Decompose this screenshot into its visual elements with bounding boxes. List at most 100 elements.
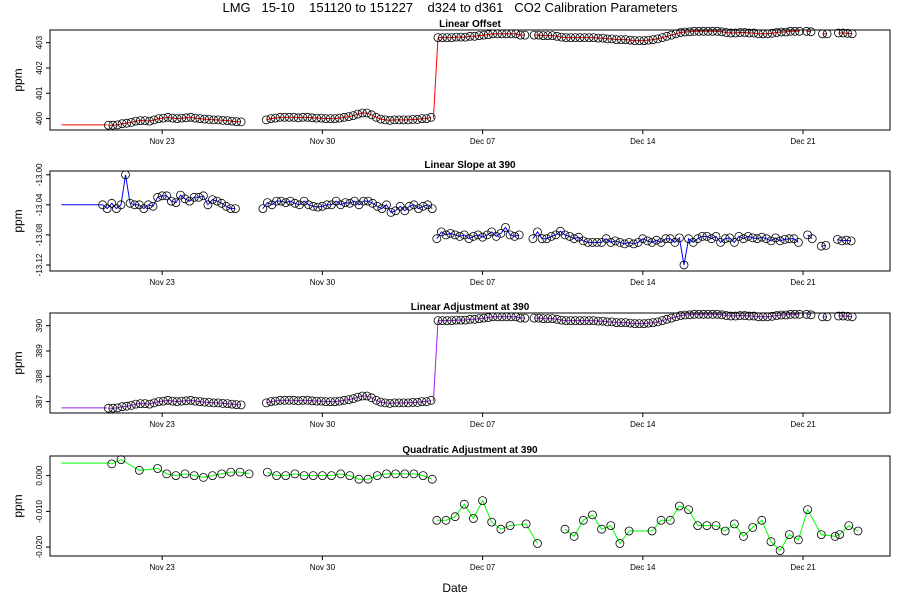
data-point [511,29,521,39]
x-tick-label: Nov 23 [149,137,175,146]
plot-frame [49,29,891,131]
data-point [162,469,172,479]
data-point [802,26,811,36]
data-point [621,35,630,44]
data-point [575,33,585,42]
y-tick-label: 0.000 [35,465,44,486]
data-point [748,233,758,243]
data-point [816,241,826,251]
data-point [400,469,410,479]
x-tick-label: Nov 30 [310,137,336,146]
data-point [367,393,377,403]
data-point [230,204,240,214]
y-tick-label: 389 [35,344,44,358]
data-point [502,29,512,39]
data-point [455,231,465,241]
data-point [758,312,768,322]
data-point [162,191,172,201]
data-point [382,469,391,479]
data-point [298,112,308,122]
data-point [685,27,695,37]
data-point [422,397,431,407]
data-point [168,396,177,406]
data-point [468,514,478,523]
data-point [740,311,750,320]
x-tick-label: Nov 23 [149,563,175,572]
data-point [460,32,470,42]
data-point [235,467,245,477]
data-point [394,398,404,408]
data-point [102,204,112,214]
data-point [400,206,410,216]
series-line [111,459,250,478]
data-point [699,26,708,36]
data-point [116,455,126,465]
y-axis-label: ppm [11,351,25,374]
x-tick-label: Dec 21 [790,563,816,572]
data-point [143,200,153,210]
data-point [844,521,854,530]
data-point [843,311,853,321]
data-point [450,512,460,522]
data-point [516,313,525,323]
data-point [771,233,780,243]
data-point [671,29,681,39]
data-point [330,114,340,123]
data-point [218,116,228,125]
data-point [822,29,832,39]
data-point [584,316,594,326]
chart-main-title: LMG 15-10 151120 to 151227 d324 to d361 … [222,0,678,15]
data-point [566,33,576,42]
data-point [847,312,857,322]
data-point [395,201,405,211]
data-point [359,196,369,206]
data-point [208,195,217,205]
series-line [432,37,439,119]
data-point [391,469,401,479]
data-point [528,234,538,244]
data-point [217,469,227,479]
data-point [126,400,136,410]
data-point [386,207,396,217]
data-point [418,201,428,211]
data-point [652,235,661,245]
data-point [548,31,557,40]
data-point [606,237,616,247]
series-line [266,112,432,121]
data-point [734,231,744,241]
data-point [154,114,164,123]
data-point [418,471,428,481]
data-point [284,395,294,405]
data-point [693,521,703,530]
data-point [344,112,354,121]
data-point [588,510,597,520]
plot-frame [49,312,891,414]
data-point [180,469,190,479]
data-point [298,395,308,405]
data-point [781,27,791,37]
data-point [712,26,722,36]
data-point [104,120,113,130]
data-point [158,396,168,406]
data-point [794,535,803,545]
data-point [648,318,658,328]
data-point [222,116,232,125]
data-point [227,399,237,409]
data-point [846,236,856,246]
data-point [583,237,593,247]
data-point [680,310,690,320]
data-point [217,198,227,208]
data-point [580,33,589,42]
data-point [569,234,579,244]
data-point [122,118,132,128]
data-point [790,26,800,36]
data-point [447,33,457,42]
data-point [629,239,639,249]
data-point [163,395,173,405]
data-point [394,115,404,125]
data-point [806,27,816,37]
data-point [108,403,118,413]
data-point [661,234,671,244]
data-point [304,200,314,210]
data-point [491,231,501,241]
